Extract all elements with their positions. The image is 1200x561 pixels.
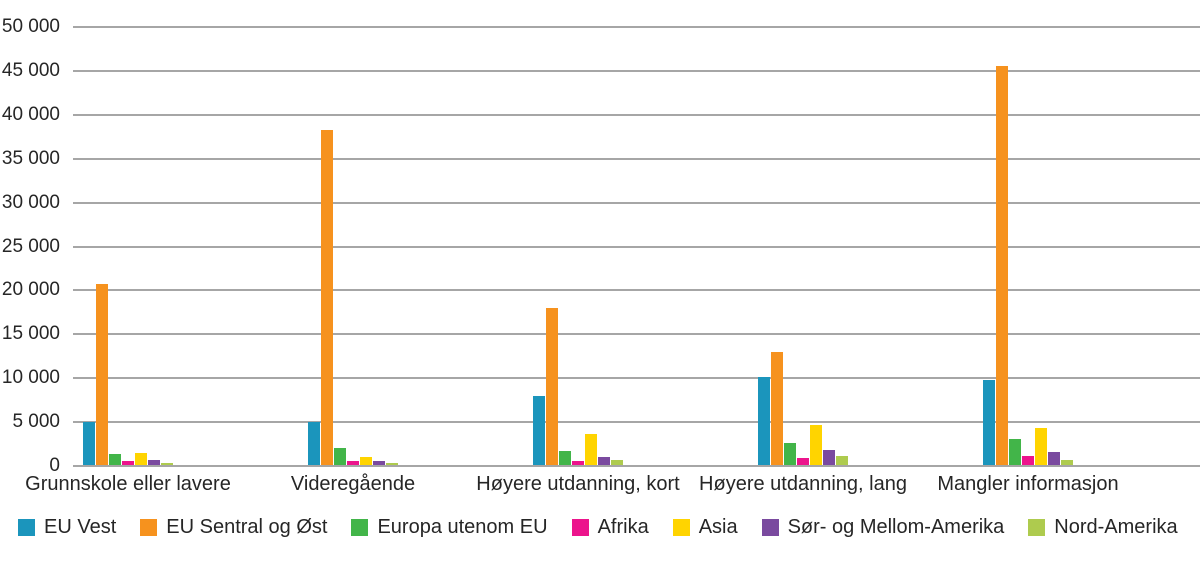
bar-group <box>983 66 1073 465</box>
x-axis-category-label: Høyere utdanning, lang <box>699 473 907 495</box>
gridline <box>73 26 1200 28</box>
bar-eu-sentral-og-st <box>546 308 558 465</box>
gridline <box>73 202 1200 204</box>
y-axis-tick-label: 35 000 <box>1 148 60 169</box>
y-axis-tick-label: 10 000 <box>1 367 60 388</box>
bar-asia <box>135 453 147 465</box>
legend-item: Sør- og Mellom-Amerika <box>761 516 1005 539</box>
y-axis-tick-label: 30 000 <box>1 192 60 213</box>
legend-label: Nord-Amerika <box>1054 516 1178 538</box>
legend-swatch-icon <box>672 519 690 536</box>
bar-nord-amerika <box>1061 460 1073 465</box>
bar-eu-vest <box>308 422 320 465</box>
y-axis-tick-label: 45 000 <box>1 60 60 81</box>
bar-europa-utenom-eu <box>334 448 346 465</box>
legend-item: EU Sentral og Øst <box>140 516 327 539</box>
legend-label: Sør- og Mellom-Amerika <box>787 516 1005 538</box>
legend-swatch-icon <box>18 519 35 536</box>
legend-label: Europa utenom EU <box>377 516 548 538</box>
gridline <box>73 158 1200 160</box>
legend-label: Asia <box>698 516 738 538</box>
bar-group <box>533 308 623 465</box>
bar-group <box>83 284 173 465</box>
bar-nord-amerika <box>161 463 173 465</box>
bar-afrika <box>1022 456 1034 465</box>
bar-eu-vest <box>533 396 545 465</box>
bar-s-r-og-mellom-amerika <box>148 460 160 465</box>
legend-item: Afrika <box>571 516 649 539</box>
legend-label: EU Vest <box>44 516 117 538</box>
legend-swatch-icon <box>1028 519 1046 536</box>
y-axis-tick-label: 15 000 <box>1 323 60 344</box>
gridline <box>73 421 1200 423</box>
gridline <box>73 114 1200 116</box>
x-axis-category-label: Høyere utdanning, kort <box>476 473 680 495</box>
gridline <box>73 465 1200 467</box>
bar-europa-utenom-eu <box>109 454 121 465</box>
bar-asia <box>585 434 597 465</box>
bar-group <box>758 352 848 465</box>
bar-eu-vest <box>983 380 995 465</box>
legend-item: EU Vest <box>18 516 116 539</box>
bar-asia <box>360 457 372 465</box>
bar-eu-vest <box>83 422 95 465</box>
x-axis-category-label: Grunnskole eller lavere <box>25 473 231 495</box>
bar-eu-sentral-og-st <box>996 66 1008 465</box>
legend-item: Asia <box>672 516 738 539</box>
gridline <box>73 246 1200 248</box>
gridline <box>73 333 1200 335</box>
legend-swatch-icon <box>351 519 369 536</box>
legend-label: Afrika <box>597 516 649 538</box>
bar-s-r-og-mellom-amerika <box>1048 452 1060 465</box>
bar-nord-amerika <box>611 460 623 465</box>
bar-nord-amerika <box>386 463 398 465</box>
bar-eu-vest <box>758 377 770 465</box>
bar-afrika <box>122 461 134 465</box>
legend-item: Nord-Amerika <box>1028 516 1178 539</box>
legend-item: Europa utenom EU <box>351 516 548 539</box>
legend-swatch-icon <box>140 519 158 536</box>
bar-eu-sentral-og-st <box>771 352 783 465</box>
bar-europa-utenom-eu <box>559 451 571 465</box>
bar-europa-utenom-eu <box>1009 439 1021 465</box>
bar-s-r-og-mellom-amerika <box>598 457 610 465</box>
bar-s-r-og-mellom-amerika <box>373 461 385 465</box>
bar-s-r-og-mellom-amerika <box>823 450 835 465</box>
y-axis-tick-label: 0 <box>49 455 60 476</box>
bar-afrika <box>572 461 584 465</box>
legend: EU Vest EU Sentral og Øst Europa utenom EU… <box>18 516 1178 539</box>
y-axis-tick-label: 25 000 <box>1 236 60 257</box>
x-axis-category-label: Videregående <box>290 473 416 495</box>
bar-eu-sentral-og-st <box>96 284 108 465</box>
y-axis-tick-label: 50 000 <box>1 16 60 37</box>
y-axis-tick-label: 20 000 <box>1 279 60 300</box>
gridline <box>73 289 1200 291</box>
bar-asia <box>1035 428 1047 465</box>
x-axis-category-label: Mangler informasjon <box>937 473 1119 495</box>
bar-group <box>308 130 398 465</box>
bar-europa-utenom-eu <box>784 443 796 465</box>
y-axis-tick-label: 5 000 <box>12 411 60 432</box>
gridline <box>73 70 1200 72</box>
legend-swatch-icon <box>761 519 779 536</box>
legend-swatch-icon <box>571 519 589 536</box>
y-axis-tick-label: 40 000 <box>1 104 60 125</box>
bar-asia <box>810 425 822 465</box>
gridline <box>73 377 1200 379</box>
bar-afrika <box>797 458 809 465</box>
bar-eu-sentral-og-st <box>321 130 333 465</box>
bar-afrika <box>347 461 359 465</box>
legend-label: EU Sentral og Øst <box>166 516 328 538</box>
bar-nord-amerika <box>836 456 848 465</box>
